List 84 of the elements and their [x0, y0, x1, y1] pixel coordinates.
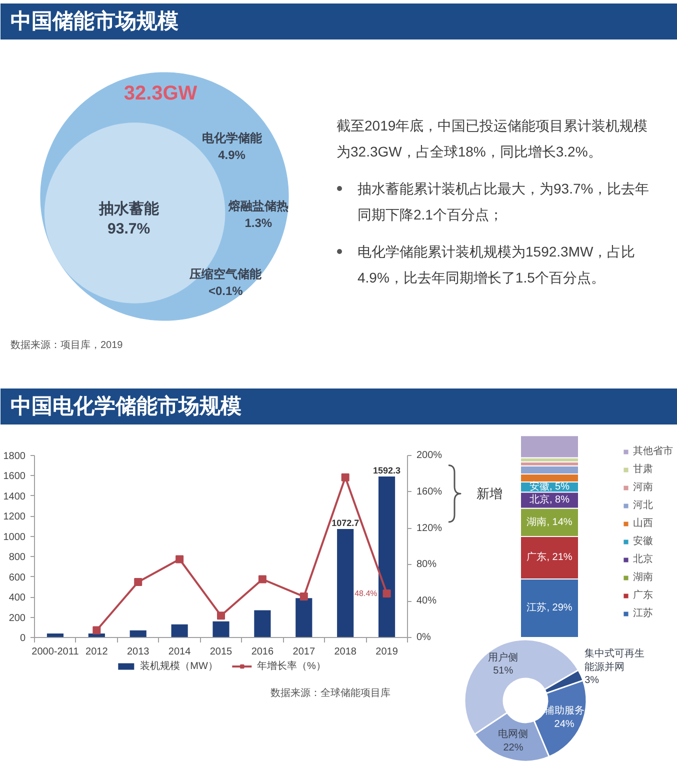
legend-label: 江苏	[633, 606, 653, 620]
y-tick-label: 200	[8, 612, 26, 624]
y2-tick-label: 160%	[416, 486, 442, 498]
data-label: 51%	[493, 665, 514, 676]
legend-label: 北京	[633, 552, 653, 566]
legend-label: 其他省市	[633, 444, 673, 458]
legend-label: 年增长率（%）	[256, 660, 326, 673]
data-label: 93.7%	[108, 220, 150, 238]
x-tick-label: 2016	[251, 646, 274, 658]
point	[134, 578, 142, 586]
x-tick-label: 2017	[292, 646, 316, 658]
y-tick-label: 800	[8, 552, 26, 564]
x-tick-label: 2014	[168, 646, 192, 658]
text: 电化学储能累计装机规模为1592.3MW，占比4.9%，比去年同期增长了1.5个百分点。	[358, 244, 636, 286]
x-tick-label: 2000-2011	[32, 646, 80, 658]
data-label: 1.3%	[244, 216, 272, 230]
data-label: 4.9%	[218, 148, 246, 162]
y2-tick-label: 80%	[416, 559, 437, 570]
slice-label: 用户侧	[488, 651, 518, 664]
slice-label: 集中式可再生能源并网	[584, 648, 645, 673]
bar	[171, 624, 188, 638]
y-tick-label: 1400	[3, 491, 26, 502]
data-label: 北京, 8%	[529, 494, 570, 506]
data-label: 湖南, 14%	[526, 516, 572, 528]
y-tick-label: 1600	[3, 471, 26, 482]
legend-label: 广东	[633, 588, 653, 602]
data-label: 3%	[584, 675, 600, 686]
category-label: 电化学储能	[202, 131, 263, 146]
bar	[254, 610, 271, 638]
data-label: 广东, 21%	[526, 551, 572, 564]
y2-tick-label: 200%	[416, 450, 442, 461]
bar	[520, 435, 579, 458]
point	[217, 612, 225, 620]
point	[176, 555, 184, 564]
point	[258, 575, 266, 584]
legend-label: 湖南	[633, 570, 653, 584]
text: 32.3GW	[124, 82, 198, 104]
bar	[296, 598, 312, 638]
x-tick-label: 2018	[334, 646, 357, 658]
text: 新增	[476, 486, 502, 502]
y-tick-label: 400	[8, 592, 26, 604]
legend-label: 甘肃	[633, 462, 653, 476]
data-label: 1072.7	[332, 518, 360, 528]
y-tick-label: 1200	[3, 512, 26, 523]
y2-tick-label: 120%	[416, 522, 442, 534]
category-label: 压缩空气储能	[188, 267, 263, 282]
source-note: 数据来源：项目库，2019	[10, 339, 124, 351]
y-tick-label: 600	[8, 572, 26, 584]
bar	[130, 630, 146, 638]
point	[300, 592, 308, 601]
x-tick-label: 2015	[210, 646, 233, 658]
text: 中国储能市场规模	[10, 9, 178, 33]
y2-tick-label: 40%	[416, 596, 437, 607]
data-label: 1592.3	[373, 466, 401, 476]
point	[341, 473, 350, 482]
legend-label: 山西	[633, 516, 653, 530]
category-label: 抽水蓄能	[98, 200, 160, 218]
text: 截至2019年底，中国已投运储能项目累计装机规模为32.3GW，占全球18%，同比增长3.2%。	[336, 118, 648, 160]
legend-label: 装机规模（MW）	[140, 660, 218, 673]
x-tick-label: 2013	[126, 646, 150, 658]
x-tick-label: 2019	[376, 646, 398, 658]
data-label: <0.1%	[208, 284, 244, 298]
bar	[378, 476, 396, 638]
y-tick-label: 0	[20, 633, 26, 644]
text: 抽水蓄能累计装机占比最大，为93.7%，比去年同期下降2.1个百分点；	[358, 180, 650, 222]
y2-tick-label: 0%	[416, 632, 432, 643]
bar	[212, 621, 230, 638]
point	[92, 626, 101, 634]
bar	[337, 529, 354, 638]
data-label: 48.4%	[354, 588, 378, 598]
source-note: 数据来源：全球储能项目库	[270, 687, 391, 699]
category-label: 熔融盐储热	[227, 199, 288, 214]
legend-label: 河北	[633, 498, 653, 512]
chart-title: 中国电化学储能市场规模	[10, 394, 242, 418]
legend-label: 河南	[633, 480, 653, 494]
y-tick-label: 1000	[3, 532, 26, 543]
slice-label: 电网侧	[498, 728, 528, 740]
data-label: 江苏, 29%	[526, 602, 572, 614]
x-tick-label: 2012	[86, 646, 108, 658]
point	[382, 589, 391, 598]
y-tick-label: 1800	[3, 451, 26, 462]
data-label: 24%	[554, 718, 574, 730]
data-label: 22%	[503, 742, 524, 754]
legend-label: 安徽	[633, 534, 653, 548]
